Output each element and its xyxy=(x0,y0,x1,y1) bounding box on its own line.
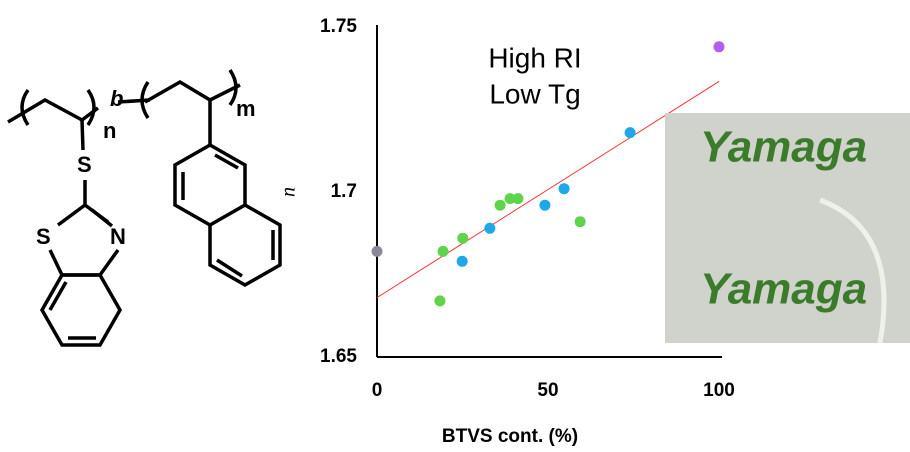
annotation: High RI xyxy=(488,42,581,73)
subscript: m xyxy=(236,96,256,121)
data-point xyxy=(714,41,725,52)
data-point xyxy=(575,216,586,227)
annotation: Low Tg xyxy=(489,78,580,109)
y-tick-label: 1.7 xyxy=(331,181,357,202)
page: {"chart_data": {"type": "scatter", "x_la… xyxy=(0,0,910,452)
data-point xyxy=(438,246,449,257)
data-point xyxy=(495,200,506,211)
block-label: b xyxy=(110,86,123,111)
data-point xyxy=(457,233,468,244)
data-point xyxy=(559,183,570,194)
figure: n b m S S N High RI Low Tg BTVS cont. (%… xyxy=(0,0,910,447)
x-tick-label: 100 xyxy=(703,380,735,401)
y-axis-label: n xyxy=(278,187,300,197)
photo-text: Yamaga xyxy=(700,265,867,314)
x-tick-label: 50 xyxy=(537,380,558,401)
data-point xyxy=(372,246,383,257)
atom-label: S xyxy=(77,152,92,177)
photo-text: Yamaga xyxy=(700,123,867,172)
data-point xyxy=(434,295,445,306)
y-tick-label: 1.65 xyxy=(320,346,357,367)
x-axis-label: BTVS cont. (%) xyxy=(442,426,578,447)
x-tick-label: 0 xyxy=(372,380,383,401)
data-point xyxy=(512,193,523,204)
data-point xyxy=(457,256,468,267)
photo: Yamaga Yamaga xyxy=(665,113,910,343)
y-tick-label: 1.75 xyxy=(320,16,357,37)
data-point xyxy=(484,223,495,234)
chemical-structure: n b m S S N xyxy=(8,70,280,345)
subscript: n xyxy=(103,118,116,143)
data-point xyxy=(625,127,636,138)
atom-label: S xyxy=(36,224,51,249)
data-point xyxy=(539,200,550,211)
atom-label: N xyxy=(110,224,126,249)
